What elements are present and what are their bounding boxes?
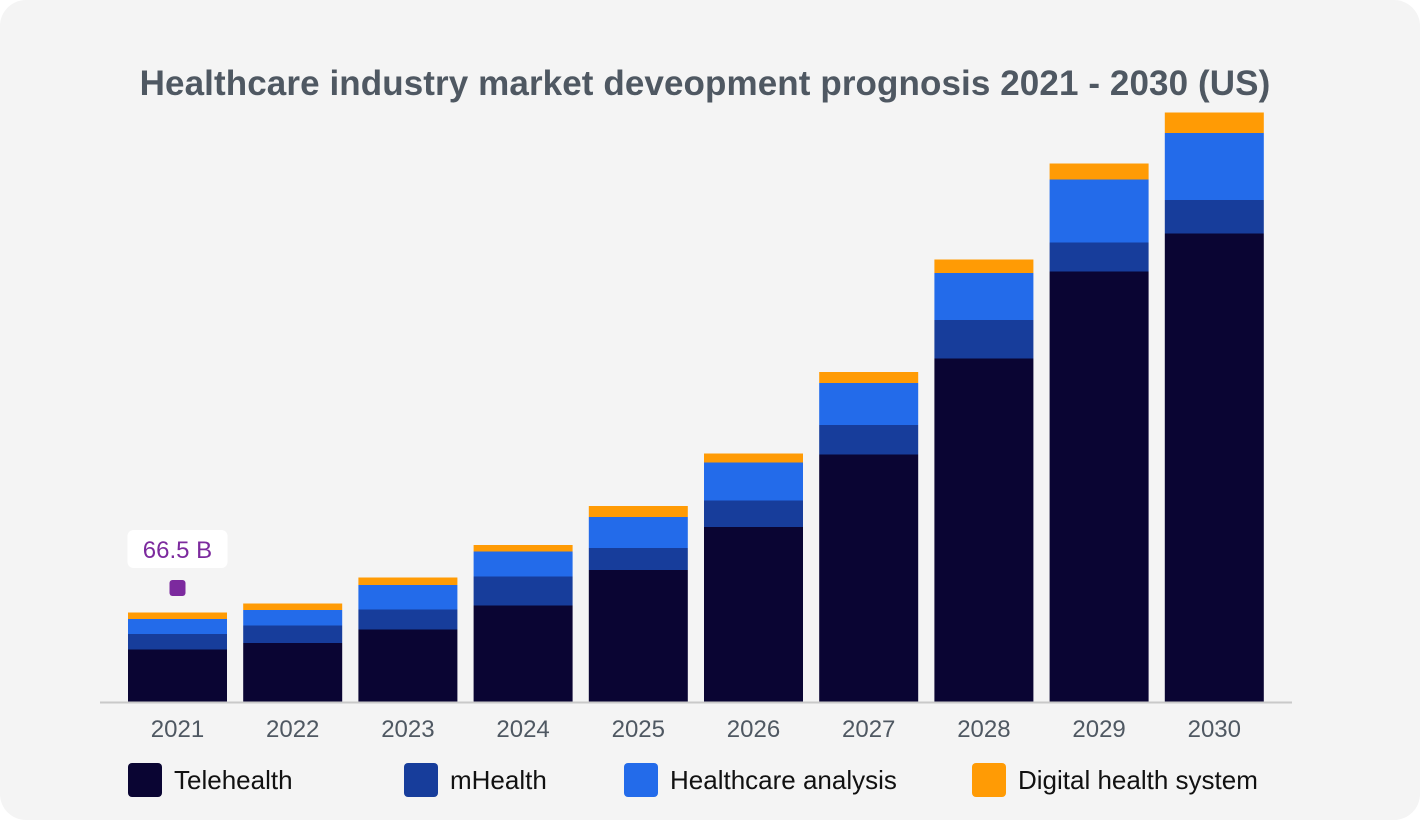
bar-mhealth-2025	[588, 548, 688, 570]
bar-mhealth-2029	[1049, 242, 1149, 272]
legend-label-mhealth: mHealth	[450, 765, 547, 795]
bar-digital-health-system-2029	[1049, 163, 1149, 180]
x-tick-label-2021: 2021	[151, 716, 204, 743]
callout-marker	[169, 580, 186, 596]
x-tick-label-2027: 2027	[842, 716, 895, 743]
bar-mhealth-2023	[358, 609, 458, 630]
bar-healthcare-analysis-2030	[1164, 133, 1264, 200]
legend-item-telehealth: Telehealth	[128, 763, 293, 797]
legend-item-digital-health-system: Digital health system	[972, 763, 1258, 797]
bar-digital-health-system-2023	[358, 577, 458, 585]
bar-mhealth-2021	[128, 634, 227, 650]
bar-digital-health-system-2022	[243, 603, 343, 610]
bar-telehealth-2030	[1164, 233, 1264, 702]
bar-mhealth-2022	[243, 625, 343, 643]
callout-box	[127, 530, 228, 568]
bar-healthcare-analysis-2022	[243, 610, 343, 626]
bar-telehealth-2028	[934, 358, 1034, 702]
bar-mhealth-2027	[819, 425, 919, 455]
bar-healthcare-analysis-2027	[819, 383, 919, 425]
x-tick-label-2023: 2023	[381, 716, 434, 743]
bar-telehealth-2029	[1049, 271, 1149, 702]
bar-mhealth-2028	[934, 320, 1034, 359]
bar-telehealth-2022	[243, 643, 343, 702]
x-tick-label-2030: 2030	[1188, 716, 1241, 743]
bar-digital-health-system-2027	[819, 372, 919, 383]
x-tick-label-2022: 2022	[266, 716, 319, 743]
bar-healthcare-analysis-2029	[1049, 179, 1149, 243]
bar-telehealth-2026	[704, 527, 803, 702]
bar-digital-health-system-2025	[588, 506, 688, 517]
bar-healthcare-analysis-2021	[128, 619, 227, 634]
x-tick-label-2026: 2026	[727, 716, 780, 743]
bar-healthcare-analysis-2023	[358, 585, 458, 610]
bar-telehealth-2024	[473, 605, 573, 702]
legend-swatch-telehealth	[128, 763, 162, 797]
bar-mhealth-2026	[704, 500, 803, 527]
bar-digital-health-system-2024	[473, 545, 573, 552]
bar-healthcare-analysis-2024	[473, 551, 573, 577]
bar-healthcare-analysis-2028	[934, 273, 1034, 320]
bar-digital-health-system-2030	[1164, 112, 1264, 133]
bar-digital-health-system-2026	[704, 453, 803, 463]
legend-label-digital-health-system: Digital health system	[1018, 765, 1258, 795]
bar-healthcare-analysis-2026	[704, 462, 803, 501]
value-callout: 66.5 B	[127, 530, 228, 596]
bar-telehealth-2027	[819, 454, 919, 702]
legend-swatch-digital-health-system	[972, 763, 1006, 797]
chart-title: Healthcare industry market deveopment pr…	[139, 64, 1271, 103]
bar-telehealth-2023	[358, 629, 458, 702]
x-tick-label-2025: 2025	[612, 716, 665, 743]
bar-mhealth-2030	[1164, 200, 1264, 234]
bar-healthcare-analysis-2025	[588, 517, 688, 548]
bar-telehealth-2021	[128, 649, 227, 702]
bar-digital-health-system-2028	[934, 259, 1034, 273]
x-tick-label-2028: 2028	[957, 716, 1010, 743]
legend-item-mhealth: mHealth	[404, 763, 547, 797]
x-tick-label-2024: 2024	[496, 716, 549, 743]
legend-label-healthcare-analysis: Healthcare analysis	[670, 765, 897, 795]
x-tick-label-2029: 2029	[1072, 716, 1125, 743]
bar-telehealth-2025	[588, 570, 688, 702]
legend-swatch-mhealth	[404, 763, 438, 797]
legend-label-telehealth: Telehealth	[174, 765, 293, 795]
bar-mhealth-2024	[473, 576, 573, 606]
callout-label: 66.5 B	[143, 537, 212, 564]
legend-swatch-healthcare-analysis	[624, 763, 658, 797]
legend-item-healthcare-analysis: Healthcare analysis	[624, 763, 897, 797]
bar-digital-health-system-2021	[128, 612, 227, 619]
